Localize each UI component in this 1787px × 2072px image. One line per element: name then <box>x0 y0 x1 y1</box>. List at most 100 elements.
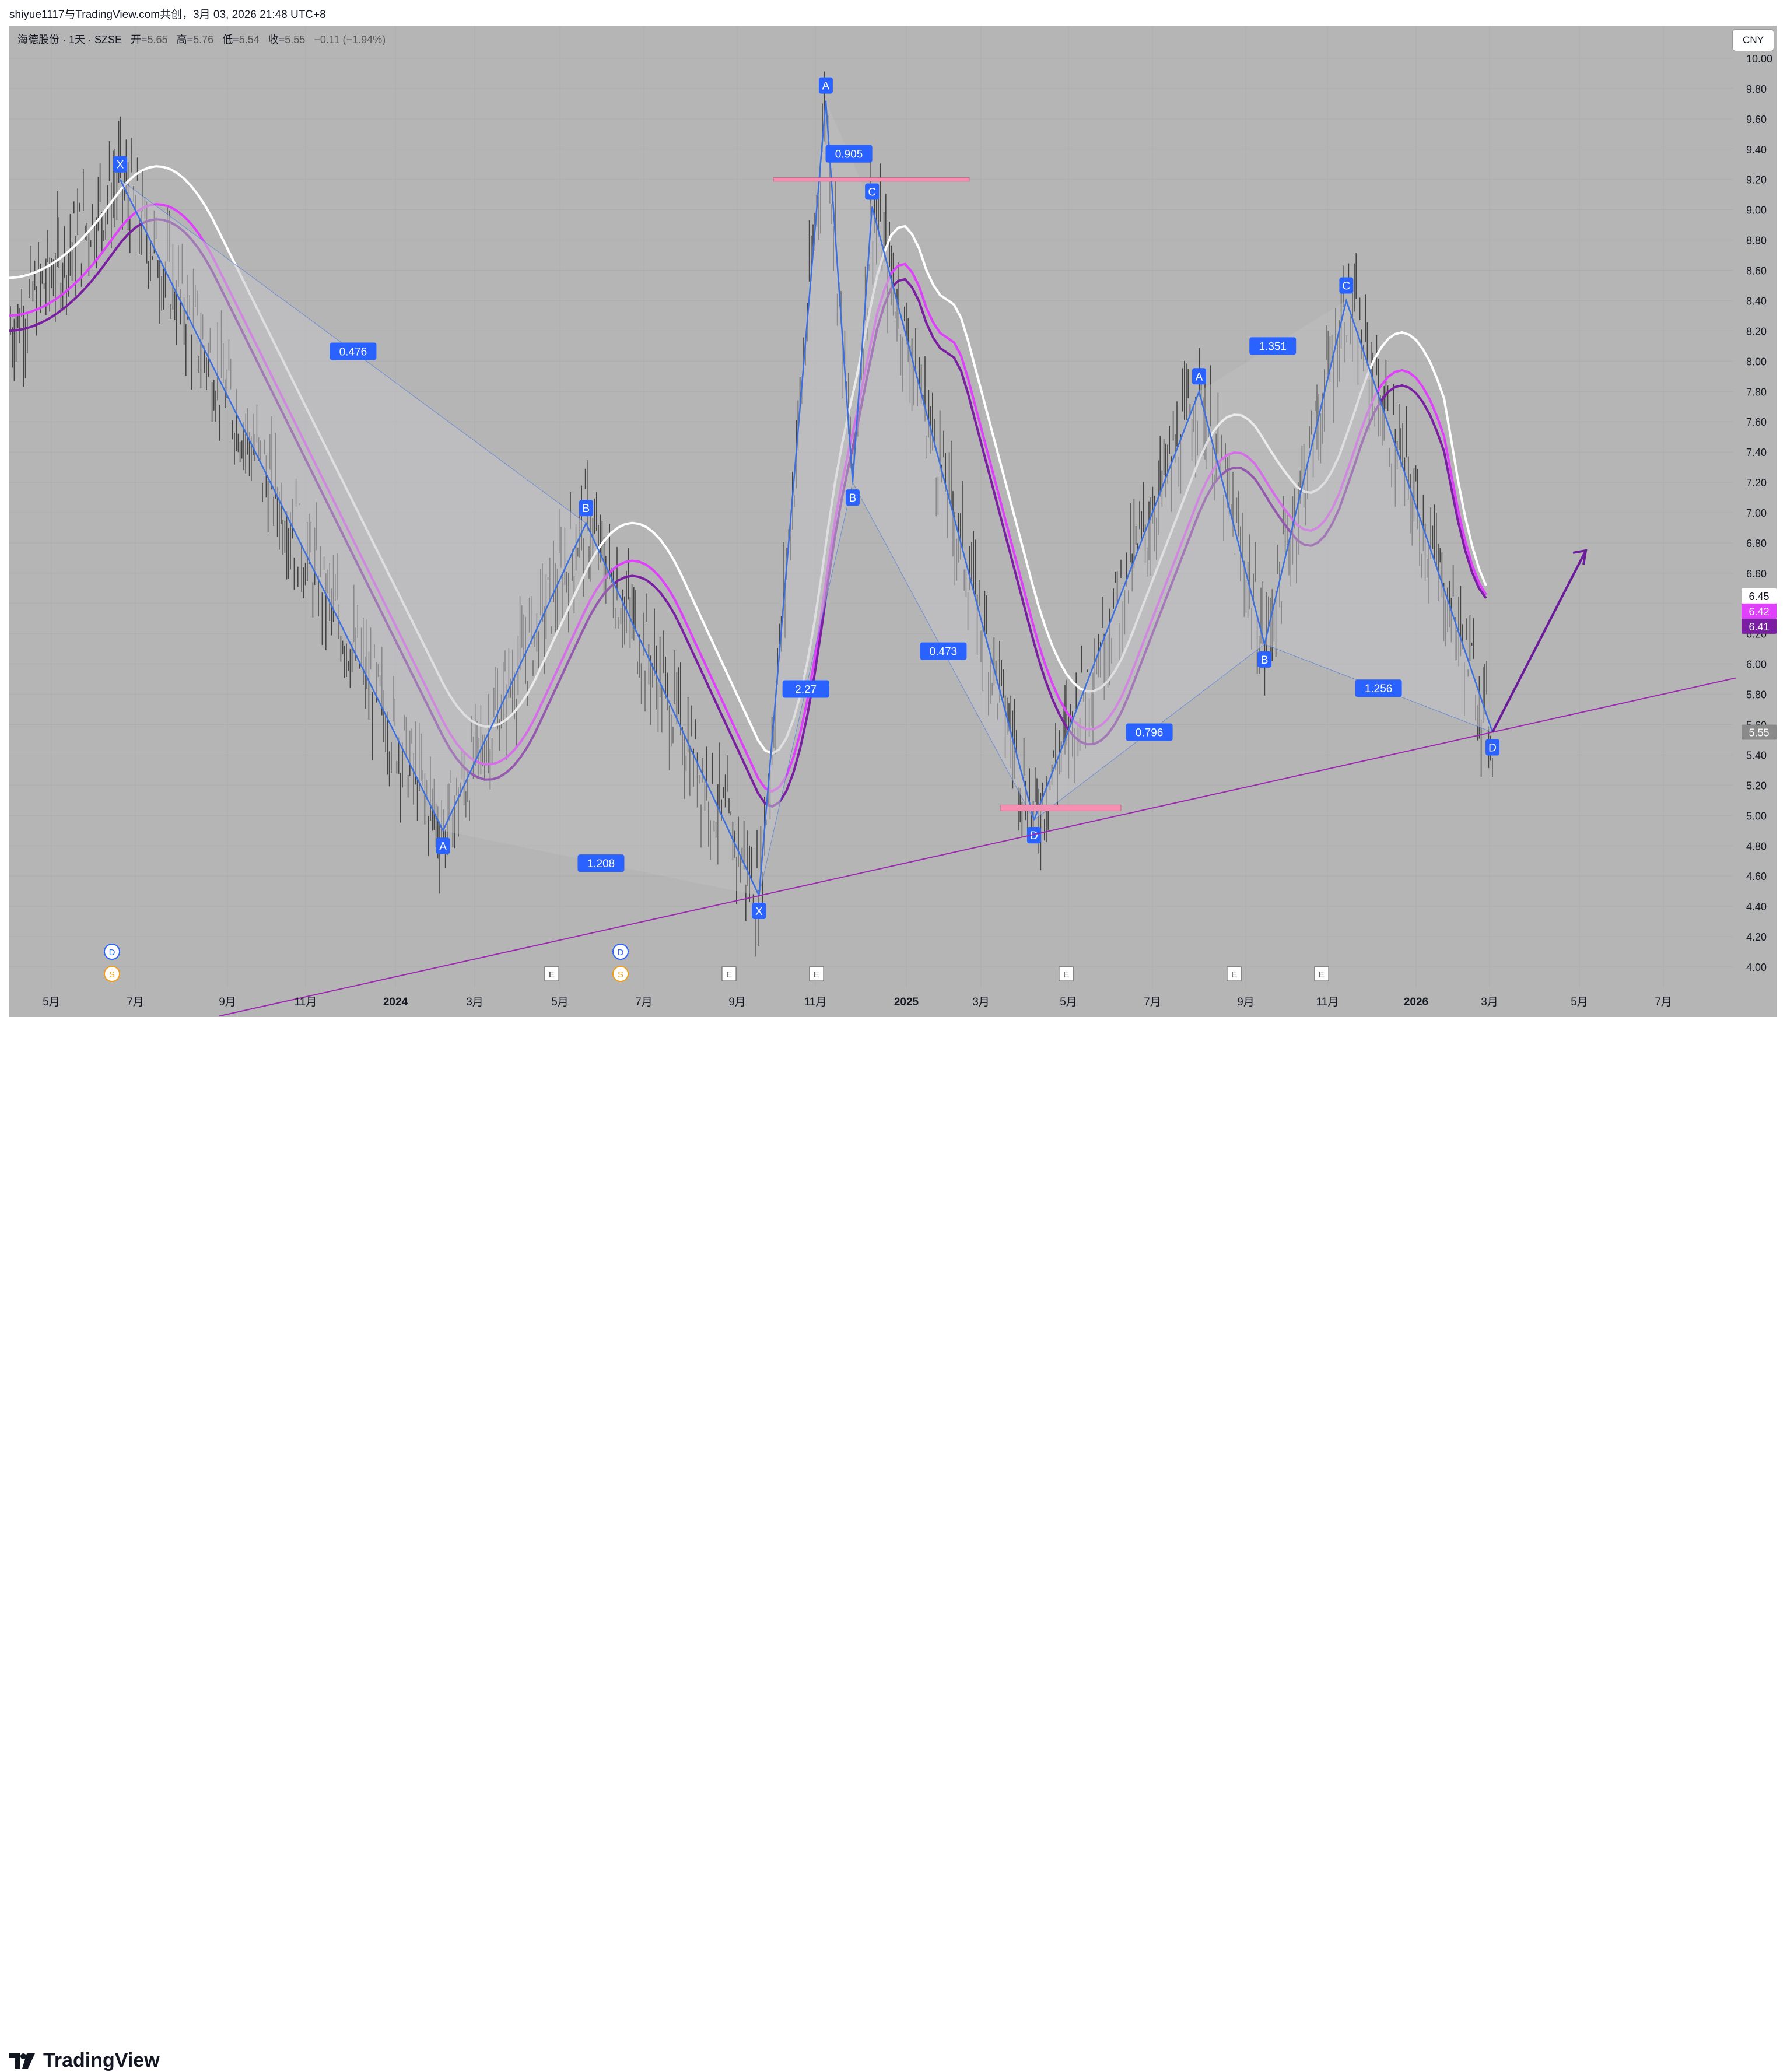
pattern-triangle <box>443 523 759 896</box>
price-tick-label: 8.80 <box>1746 235 1767 247</box>
ratio-label: 2.27 <box>786 680 825 698</box>
close-label: 收= <box>268 34 285 45</box>
tradingview-logo-icon <box>9 2053 35 2069</box>
price-label-magenta: 6.42 <box>1742 603 1777 619</box>
change-value: −0.11 (−1.94%) <box>314 34 386 45</box>
pattern-point-x: X <box>113 156 128 173</box>
candles <box>10 71 1493 957</box>
pattern-point-label: D <box>1030 830 1038 842</box>
price-tick-label: 6.80 <box>1746 538 1767 549</box>
pattern-point-label: B <box>583 503 590 515</box>
ratio-bg <box>825 145 873 163</box>
share-bar: shiyue1117与TradingView.com共创，3月 03, 2026… <box>0 0 1787 26</box>
event-marker-bg <box>612 966 629 982</box>
price-label-grey: 5.55 <box>1742 724 1777 740</box>
pattern-point-bg <box>436 837 450 854</box>
price-label-purple: 6.41 <box>1742 618 1777 634</box>
pattern-point-label: C <box>868 186 876 198</box>
ratio-label: 0.476 <box>330 342 377 360</box>
trendline <box>219 677 1736 1017</box>
price-tick-label: 5.20 <box>1746 780 1767 791</box>
tradingview-logo[interactable]: TradingView <box>9 2049 160 2072</box>
time-tick-label: 7月 <box>635 996 653 1008</box>
event-marker: E <box>1059 966 1074 981</box>
pattern-point-bg <box>845 489 860 506</box>
pattern-point-x: X <box>752 902 766 919</box>
price-tick-label: 7.20 <box>1746 477 1767 489</box>
pattern-point-d: D <box>1485 739 1500 756</box>
ratio-text: 0.796 <box>1136 727 1164 739</box>
time-tick-label: 11月 <box>804 996 827 1008</box>
price-tick-label: 5.00 <box>1746 810 1767 822</box>
price-tick-label: 8.00 <box>1746 356 1767 367</box>
time-tick-label: 7月 <box>1144 996 1161 1008</box>
event-marker: D <box>612 944 629 960</box>
event-marker-bg <box>612 944 629 960</box>
event-marker: S <box>612 966 629 982</box>
low-label: 低= <box>222 34 239 45</box>
ratio-label: 0.473 <box>920 642 967 660</box>
event-marker-label: D <box>618 948 624 958</box>
time-tick-label: 5月 <box>1571 996 1588 1008</box>
price-tick-label: 10.00 <box>1746 53 1772 65</box>
event-marker-bg <box>104 944 120 960</box>
price-tick-label: 9.00 <box>1746 205 1767 216</box>
time-tick-label: 9月 <box>728 996 746 1008</box>
resistance-zone <box>773 177 970 182</box>
pattern-triangle <box>825 100 873 483</box>
price-tick-label: 4.80 <box>1746 840 1767 852</box>
time-tick-label: 9月 <box>219 996 236 1008</box>
pattern-point-b: B <box>1257 651 1272 668</box>
ratio-text: 1.351 <box>1259 341 1287 353</box>
ratio-text: 0.476 <box>339 346 367 358</box>
projection-arrowhead <box>1572 549 1588 565</box>
pattern-triangle <box>852 206 1035 821</box>
open-value: 5.65 <box>147 34 168 45</box>
event-marker-label: E <box>1319 970 1325 980</box>
price-label-text: 6.41 <box>1749 621 1769 633</box>
price-chart[interactable]: XABX0.4761.208XABCD2.1180.7180.4732.270.… <box>9 26 1777 1017</box>
pattern-point-bg <box>1026 827 1041 844</box>
event-marker-label: D <box>109 948 115 958</box>
close-value: 5.55 <box>285 34 306 45</box>
event-marker-label: S <box>109 970 115 980</box>
pattern-point-a: A <box>436 837 450 854</box>
time-tick-label: 5月 <box>1060 996 1077 1008</box>
price-label-text: 6.42 <box>1749 606 1769 618</box>
pattern-point-bg <box>113 156 128 173</box>
footer: TradingView <box>0 1017 1787 2071</box>
event-marker-label: E <box>726 970 732 980</box>
pattern-point-bg <box>579 500 593 517</box>
price-label-bg <box>1742 588 1777 604</box>
chart-area[interactable]: XABX0.4761.208XABCD2.1180.7180.4732.270.… <box>9 26 1777 1017</box>
ratio-text: 1.256 <box>1365 683 1393 695</box>
ratio-text: 1.208 <box>587 858 615 870</box>
event-marker: E <box>721 966 737 981</box>
high-value: 5.76 <box>193 34 214 45</box>
event-marker-label: E <box>814 970 819 980</box>
price-label-bg <box>1742 618 1777 634</box>
event-marker-bg <box>544 966 559 981</box>
pattern-point-label: C <box>1343 280 1351 292</box>
ratio-text: 0.905 <box>835 149 863 161</box>
pattern-point-label: A <box>1196 371 1203 383</box>
price-tick-label: 6.60 <box>1746 568 1767 580</box>
pattern-point-label: X <box>117 159 124 171</box>
ratio-label: 1.351 <box>1249 337 1297 355</box>
support-zone <box>1000 804 1122 811</box>
pattern-point-label: B <box>849 492 857 504</box>
ratio-bg <box>330 342 377 360</box>
time-tick-label: 2024 <box>383 996 408 1008</box>
price-label-white: 6.45 <box>1742 588 1777 604</box>
pattern-point-bg <box>865 183 880 200</box>
currency-button[interactable]: CNY <box>1732 29 1774 51</box>
time-tick-label: 3月 <box>1481 996 1498 1008</box>
price-tick-label: 9.20 <box>1746 174 1767 186</box>
pattern-zigzag <box>1033 297 1494 821</box>
ratio-label: 0.905 <box>825 145 873 163</box>
price-tick-label: 4.40 <box>1746 901 1767 913</box>
event-marker: E <box>1227 966 1242 981</box>
symbol-legend: 海德股份 · 1天 · SZSE 开=5.65 高=5.76 低=5.54 收=… <box>17 31 386 47</box>
pattern-point-c: C <box>1339 277 1354 294</box>
ratio-text: 2.27 <box>795 684 817 696</box>
